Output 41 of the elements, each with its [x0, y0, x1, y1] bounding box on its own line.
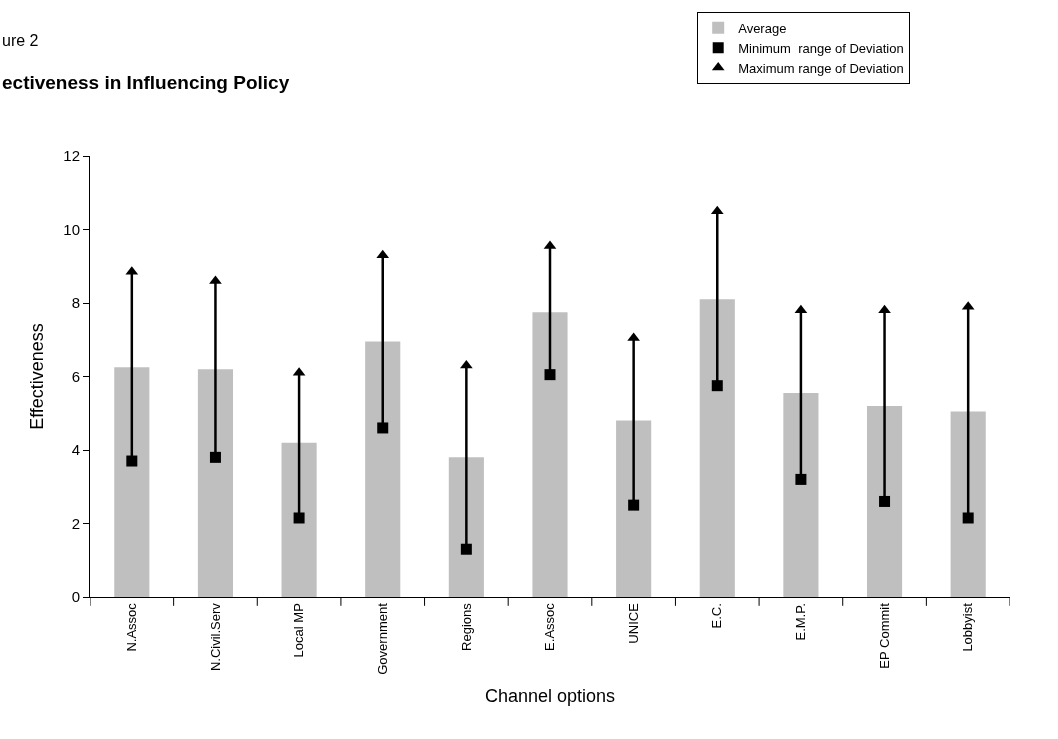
chart-title: ectiveness in Influencing Policy [2, 72, 290, 93]
legend-label: Average [738, 20, 787, 36]
bar [114, 367, 150, 597]
x-tick-label: N.Civil.Serv [207, 602, 223, 672]
bar [699, 299, 735, 597]
x-tick-label: E.M.P. [793, 603, 809, 641]
x-tick-label: Local MP [291, 603, 307, 658]
x-tick-label: N.Assoc [124, 602, 140, 652]
x-tick-label: EP Commit [876, 602, 892, 669]
y-tick-label: 12 [63, 147, 80, 165]
y-tick-label: 4 [71, 441, 80, 459]
point [126, 455, 138, 467]
x-tick-label: Government [374, 602, 390, 675]
point [962, 512, 974, 524]
point [293, 512, 305, 524]
bar [532, 312, 568, 597]
legend-label: Maximum range of Deviation [738, 60, 904, 76]
y-tick-label: 6 [71, 367, 80, 385]
x-tick-label: E.Assoc [542, 602, 558, 651]
bar [783, 393, 819, 597]
bar [616, 420, 652, 597]
y-axis-title: Effectiveness [26, 323, 47, 430]
legend-label: Minimum range of Deviation [738, 40, 904, 56]
bar [365, 341, 401, 597]
point [544, 369, 556, 381]
x-tick-label: UNICE [625, 602, 641, 644]
x-tick-label: E.C. [709, 603, 725, 629]
bar [866, 405, 903, 597]
chart-subtitle: ure 2 [2, 32, 39, 49]
y-tick-label: 10 [63, 220, 80, 238]
bar [950, 411, 986, 597]
bar [281, 442, 317, 597]
y-tick-label: 0 [71, 588, 80, 606]
bar [197, 369, 234, 597]
y-tick-label: 8 [71, 294, 80, 312]
x-tick-label: Regions [458, 602, 474, 651]
x-tick-label: Lobbyist [960, 602, 976, 652]
y-tick-label: 2 [71, 514, 80, 532]
x-axis-title: Channel options [484, 685, 616, 706]
bar [448, 457, 484, 597]
point [795, 473, 807, 485]
